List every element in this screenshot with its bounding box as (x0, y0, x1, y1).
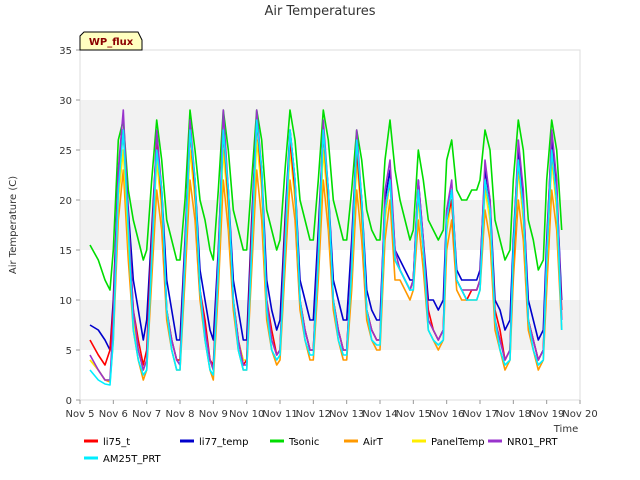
x-axis-label: Time (553, 424, 578, 435)
legend: li75_t li77_temp Tsonic AirT PanelTemp NR01_P… (84, 437, 558, 465)
y-axis: 0 5 10 15 20 25 30 35 (59, 46, 80, 407)
x-tick-label: Nov 16 (429, 409, 464, 420)
y-tick-label: 15 (59, 246, 72, 257)
badge-label: WP_flux (89, 37, 134, 48)
y-tick-label: 35 (59, 46, 72, 57)
x-tick-label: Nov 7 (132, 409, 161, 420)
legend-label: Tsonic (288, 437, 319, 448)
legend-label: AM25T_PRT (103, 454, 162, 465)
x-tick-label: Nov 15 (396, 409, 431, 420)
x-tick-label: Nov 18 (496, 409, 531, 420)
legend-label: li75_t (103, 437, 130, 448)
x-tick-label: Nov 14 (362, 409, 397, 420)
x-tick-label: Nov 11 (262, 409, 297, 420)
y-tick-label: 30 (59, 96, 72, 107)
x-tick-label: Nov 8 (165, 409, 194, 420)
x-tick-label: Nov 13 (329, 409, 364, 420)
grid-band (80, 350, 580, 400)
y-tick-label: 5 (66, 346, 72, 357)
legend-label: PanelTemp (431, 437, 485, 448)
y-tick-label: 10 (59, 296, 72, 307)
grid-band (80, 50, 580, 100)
grid-band (80, 100, 580, 150)
x-tick-label: Nov 10 (229, 409, 264, 420)
legend-label: NR01_PRT (507, 437, 558, 448)
y-tick-label: 25 (59, 146, 72, 157)
x-tick-label: Nov 9 (199, 409, 228, 420)
plot-frame (79, 49, 581, 401)
x-tick-label: Nov 5 (65, 409, 94, 420)
y-tick-label: 20 (59, 196, 72, 207)
wp-flux-badge: WP_flux (79, 31, 143, 51)
series-line-tsonic (89, 109, 563, 291)
badge-box (79, 31, 143, 51)
x-tick-label: Nov 17 (462, 409, 497, 420)
x-tick-label: Nov 6 (99, 409, 128, 420)
legend-label: li77_temp (199, 437, 248, 448)
legend-label: AirT (363, 437, 384, 448)
x-tick-label: Nov 12 (296, 409, 331, 420)
x-tick-label: Nov 20 (562, 409, 597, 420)
grid-band (80, 300, 580, 350)
series-line-am25t_prt (89, 119, 563, 386)
y-tick-label: 0 (66, 396, 72, 407)
series-lines (89, 109, 563, 386)
x-tick-label: Nov 19 (529, 409, 564, 420)
y-axis-label: Air Temperature (C) (8, 176, 19, 274)
chart-title: Air Temperatures (264, 4, 375, 19)
